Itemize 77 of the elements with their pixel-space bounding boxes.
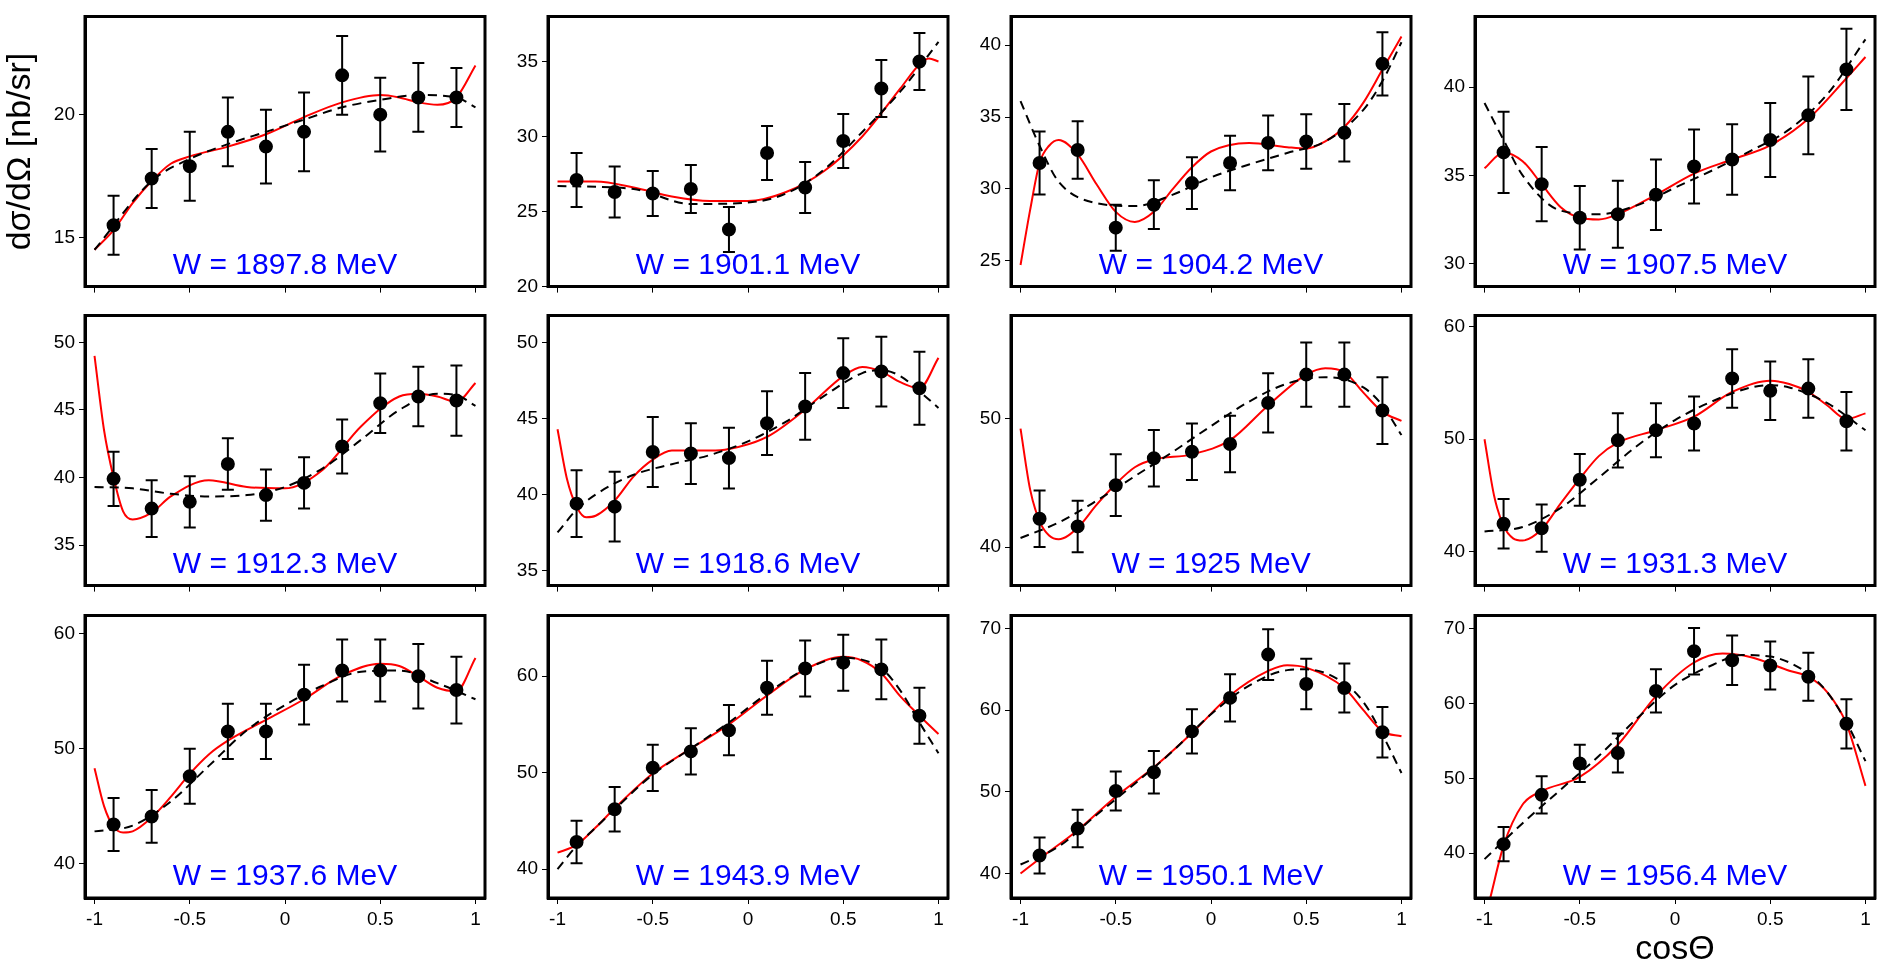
annotation: W = 1904.2 MeV	[1098, 246, 1324, 280]
y-tick-label: 35	[516, 49, 538, 71]
y-tick-label: 30	[516, 124, 538, 146]
line-series	[1489, 652, 1867, 898]
annotation: W = 1897.8 MeV	[172, 246, 398, 280]
y-tick-label: 70	[1443, 617, 1465, 639]
x-tick-label: 1	[470, 907, 481, 929]
y-tick-label: 40	[1443, 841, 1465, 863]
y-tick-label: 30	[1443, 251, 1465, 273]
y-tick-label: 60	[516, 664, 538, 686]
y-tick-label: 35	[516, 558, 538, 580]
annotation: W = 1943.9 MeV	[635, 858, 861, 892]
y-tick-label: 40	[1443, 75, 1465, 97]
x-tick-label: 0	[1205, 907, 1217, 929]
y-tick-label: 40	[979, 861, 1001, 883]
y-tick-label: 40	[53, 465, 75, 487]
annotation: W = 1925 MeV	[1111, 545, 1311, 579]
y-tick-label: 50	[1443, 766, 1465, 788]
x-tick-label: -1	[1012, 907, 1029, 929]
y-tick-label: 40	[979, 33, 1001, 55]
y-tick-label: 15	[53, 225, 75, 247]
y-tick-label: 35	[1443, 163, 1465, 185]
y-tick-label: 20	[516, 274, 538, 296]
y-tick-label: 40	[516, 857, 538, 879]
x-tick-label: -1	[86, 907, 103, 929]
x-tick-label: 0.5	[1757, 907, 1784, 929]
y-tick-label: 45	[516, 406, 538, 428]
y-tick-label: 60	[53, 622, 75, 644]
x-tick-label: -0.5	[173, 907, 207, 929]
y-tick-label: 25	[516, 199, 538, 221]
annotation: W = 1918.6 MeV	[635, 545, 861, 579]
annotation: W = 1931.3 MeV	[1562, 545, 1788, 579]
x-tick-label: 0	[1669, 907, 1681, 929]
y-tick-label: 40	[1443, 540, 1465, 562]
y-tick-label: 50	[516, 330, 538, 352]
y-tick-label: 40	[53, 851, 75, 873]
y-axis-title: dσ/dΩ [nb/sr]	[0, 52, 37, 251]
y-tick-label: 30	[979, 177, 1001, 199]
y-tick-label: 60	[1443, 691, 1465, 713]
y-tick-label: 40	[979, 535, 1001, 557]
annotation: W = 1912.3 MeV	[172, 545, 398, 579]
y-tick-label: 70	[979, 616, 1001, 638]
x-tick-label: 1	[1860, 907, 1871, 929]
y-tick-label: 50	[979, 780, 1001, 802]
x-tick-label: 0.5	[367, 907, 394, 929]
y-tick-label: 50	[979, 406, 1001, 428]
y-tick-label: 50	[516, 760, 538, 782]
line-series	[556, 356, 940, 519]
annotation: W = 1950.1 MeV	[1098, 858, 1324, 892]
y-tick-label: 40	[516, 482, 538, 504]
y-tick-label: 50	[53, 736, 75, 758]
x-tick-label: 1	[1396, 907, 1407, 929]
x-tick-label: -0.5	[1099, 907, 1133, 929]
y-tick-label: 50	[53, 330, 75, 352]
y-tick-label: 35	[53, 533, 75, 555]
annotation: W = 1901.1 MeV	[635, 246, 861, 280]
x-tick-label: 1	[933, 907, 944, 929]
annotation: W = 1937.6 MeV	[172, 858, 398, 892]
annotation: W = 1907.5 MeV	[1562, 246, 1788, 280]
y-tick-label: 20	[53, 102, 75, 124]
x-tick-label: 0.5	[1293, 907, 1320, 929]
x-tick-label: -0.5	[1563, 907, 1597, 929]
line-series	[93, 354, 477, 521]
x-tick-label: 0	[742, 907, 754, 929]
y-tick-label: 45	[53, 398, 75, 420]
x-tick-label: 0	[279, 907, 291, 929]
y-tick-label: 50	[1443, 427, 1465, 449]
x-tick-label: 0.5	[830, 907, 857, 929]
y-tick-label: 60	[1443, 314, 1465, 336]
y-tick-label: 25	[979, 248, 1001, 270]
y-tick-label: 60	[979, 698, 1001, 720]
annotation: W = 1956.4 MeV	[1562, 858, 1788, 892]
x-tick-label: -1	[1476, 907, 1493, 929]
x-axis-title: cosΘ	[1635, 927, 1715, 966]
y-tick-label: 35	[979, 105, 1001, 127]
x-tick-label: -0.5	[636, 907, 670, 929]
x-tick-label: -1	[549, 907, 566, 929]
